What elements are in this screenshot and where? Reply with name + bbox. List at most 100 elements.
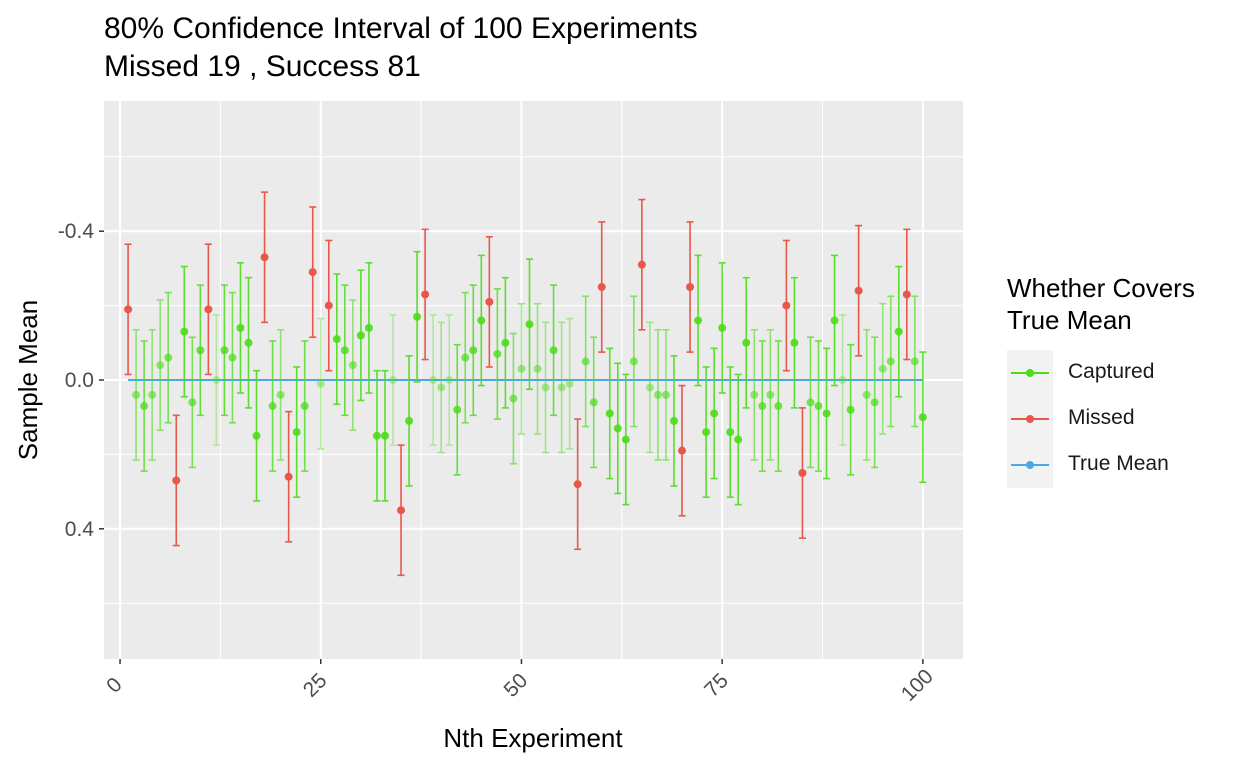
mean-point-captured — [316, 379, 325, 388]
mean-point-captured — [517, 364, 526, 373]
error-bar-captured — [212, 314, 220, 446]
x-tick-label: 25 — [299, 669, 332, 702]
legend-label-missed: Missed — [1068, 406, 1135, 429]
mean-point-captured — [742, 338, 751, 347]
mean-point-captured — [766, 390, 775, 399]
error-bar-captured — [646, 321, 654, 454]
error-bar-captured — [839, 314, 847, 446]
mean-point-captured — [236, 323, 245, 332]
axis-ticks — [99, 230, 924, 664]
mean-point-captured — [180, 327, 189, 336]
mean-point-captured — [196, 346, 205, 355]
mean-point-captured — [870, 398, 879, 407]
mean-point-captured — [461, 353, 470, 362]
mean-point-captured — [910, 357, 919, 366]
mean-point-captured — [565, 379, 574, 388]
legend-label-captured: Captured — [1068, 360, 1155, 383]
mean-point-captured — [838, 376, 847, 384]
mean-point-captured — [750, 390, 759, 399]
legend-key-true-mean — [1007, 442, 1053, 488]
y-tick-label: 0.0 — [65, 369, 94, 392]
mean-point-missed — [902, 290, 911, 299]
mean-point-captured — [645, 383, 654, 392]
mean-point-captured — [694, 316, 703, 325]
x-tick-label: 50 — [499, 669, 532, 702]
mean-point-missed — [798, 469, 807, 477]
error-bar-captured — [558, 321, 566, 454]
mean-point-captured — [557, 383, 566, 392]
mean-point-captured — [437, 383, 446, 392]
mean-point-captured — [806, 398, 815, 407]
legend-entry-true-mean: True Mean — [1007, 442, 1195, 488]
mean-point-captured — [332, 335, 341, 344]
mean-point-captured — [669, 416, 678, 425]
mean-point-captured — [541, 383, 550, 392]
mean-point-captured — [878, 364, 887, 373]
mean-point-captured — [429, 376, 438, 384]
mean-point-missed — [782, 301, 791, 310]
mean-point-captured — [212, 376, 221, 384]
mean-point-captured — [364, 323, 373, 332]
legend-title-line-2: True Mean — [1007, 305, 1132, 335]
mean-point-captured — [774, 402, 783, 411]
mean-points — [124, 253, 927, 515]
mean-point-captured — [477, 316, 486, 325]
legend: Whether Covers True Mean Captured Missed… — [1007, 272, 1195, 488]
mean-point-missed — [678, 446, 687, 455]
mean-point-captured — [533, 364, 542, 373]
x-tick-label: 75 — [700, 669, 733, 702]
mean-point-captured — [894, 327, 903, 336]
y-axis-label: Sample Mean — [13, 300, 43, 460]
chart-title: 80% Confidence Interval of 100 Experimen… — [104, 12, 698, 45]
mean-point-missed — [124, 305, 133, 314]
chart-subtitle: Missed 19 , Success 81 — [104, 50, 421, 83]
mean-point-captured — [734, 435, 743, 444]
mean-point-captured — [453, 405, 462, 414]
mean-point-captured — [846, 405, 855, 414]
mean-point-missed — [854, 286, 863, 295]
legend-label-true-mean: True Mean — [1068, 452, 1169, 475]
legend-title: Whether Covers True Mean — [1007, 272, 1195, 336]
mean-point-missed — [397, 506, 406, 515]
mean-point-captured — [140, 402, 149, 411]
mean-point-captured — [340, 346, 349, 355]
mean-point-captured — [156, 361, 165, 370]
y-tick-label: -0.4 — [58, 220, 95, 243]
x-tick-labels: 0 25 50 75 100 — [102, 665, 938, 706]
mean-point-captured — [822, 409, 831, 418]
error-bar-captured — [437, 321, 445, 454]
error-bar-captured — [317, 317, 325, 450]
mean-point-captured — [653, 390, 662, 399]
error-bar-captured — [389, 314, 397, 446]
mean-point-captured — [469, 346, 478, 355]
mean-point-captured — [493, 349, 502, 358]
mean-point-missed — [597, 283, 606, 291]
mean-point-captured — [710, 409, 719, 418]
mean-point-captured — [629, 357, 638, 366]
mean-point-captured — [220, 346, 229, 355]
mean-point-captured — [389, 376, 398, 384]
legend-key-missed — [1007, 396, 1053, 442]
mean-point-captured — [292, 428, 301, 437]
mean-point-captured — [621, 435, 630, 444]
mean-point-captured — [830, 316, 839, 325]
legend-entry-captured: Captured — [1007, 350, 1195, 396]
mean-point-missed — [686, 283, 695, 291]
mean-point-missed — [573, 480, 582, 489]
mean-point-captured — [356, 331, 365, 340]
error-bar-captured — [566, 317, 574, 450]
mean-point-captured — [188, 398, 197, 407]
mean-point-captured — [244, 338, 253, 347]
legend-title-line-1: Whether Covers — [1007, 273, 1195, 303]
mean-point-captured — [413, 312, 422, 321]
mean-point-captured — [758, 402, 767, 411]
mean-point-captured — [380, 431, 389, 440]
mean-point-captured — [702, 428, 711, 437]
mean-point-captured — [862, 390, 871, 399]
y-tick-labels: -0.4 0.0 0.4 — [58, 220, 95, 541]
x-tick-label: 0 — [102, 673, 127, 698]
y-tick-label: 0.4 — [65, 518, 95, 541]
error-bar-captured — [429, 314, 437, 446]
mean-point-captured — [549, 346, 558, 355]
